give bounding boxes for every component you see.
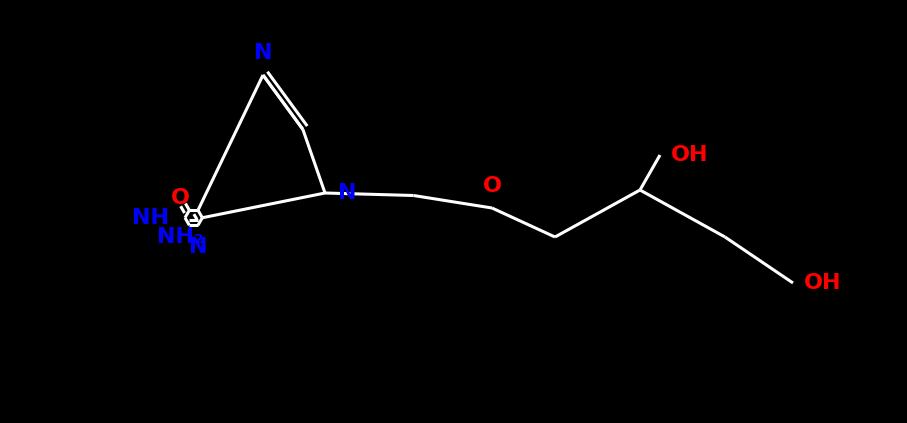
Text: O: O xyxy=(171,189,190,209)
Text: NH₂: NH₂ xyxy=(157,227,204,247)
Text: N: N xyxy=(254,43,272,63)
Text: N: N xyxy=(189,237,208,257)
Text: NH: NH xyxy=(132,208,169,228)
Text: N: N xyxy=(337,183,356,203)
Text: O: O xyxy=(483,176,502,196)
Text: OH: OH xyxy=(805,273,842,293)
Text: OH: OH xyxy=(671,145,708,165)
